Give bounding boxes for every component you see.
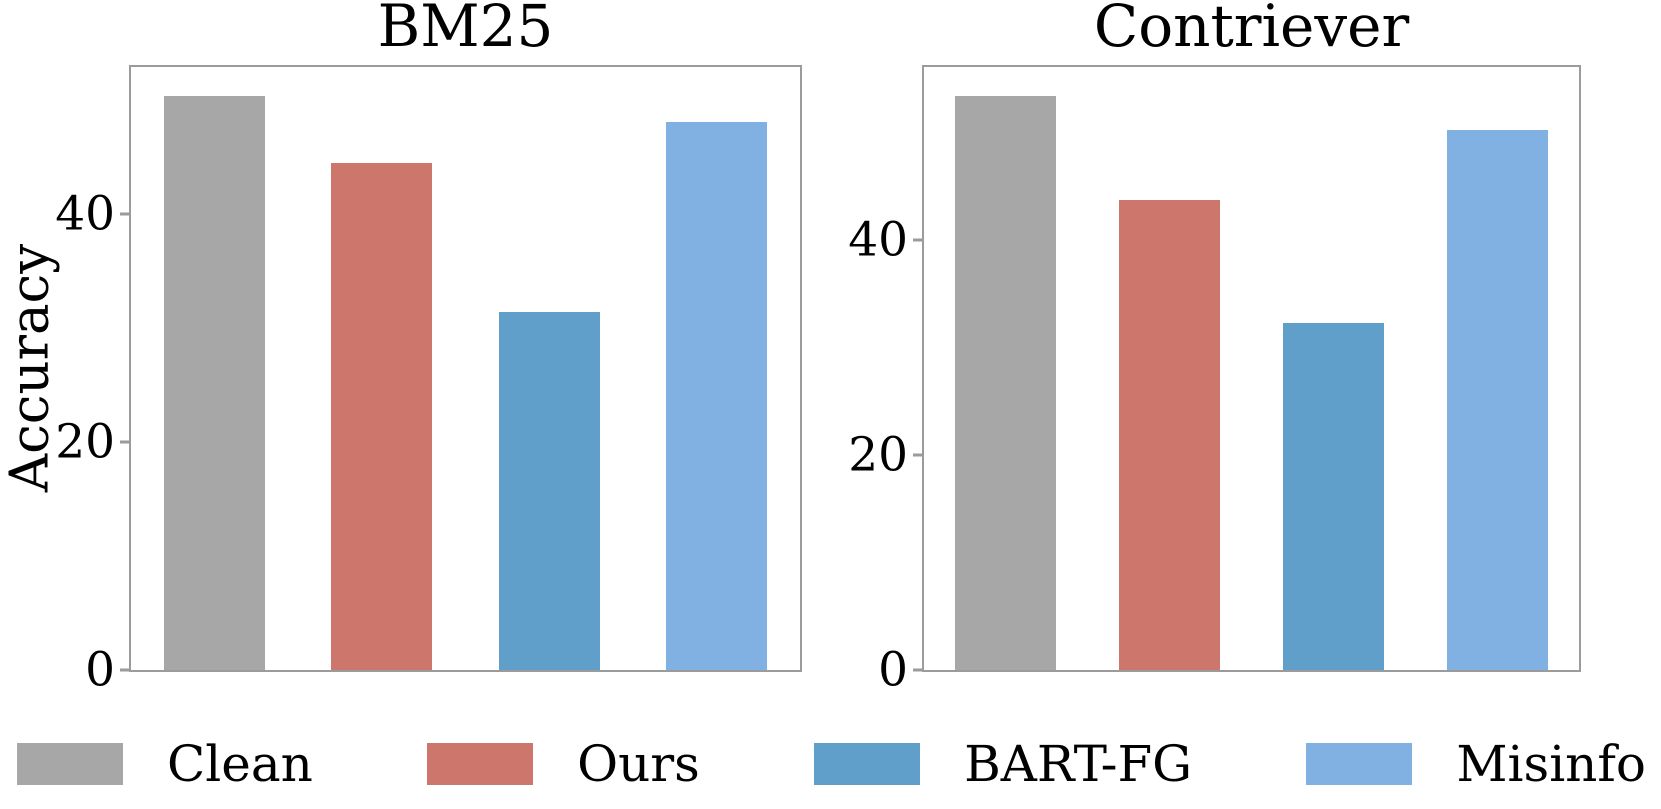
y-tick-label: 0 bbox=[878, 642, 908, 698]
plot-title-contriever: Contriever bbox=[1093, 0, 1410, 60]
legend-item-ours: Ours bbox=[427, 739, 700, 789]
y-tick bbox=[120, 440, 129, 444]
legend-label: BART-FG bbox=[964, 734, 1193, 793]
plot-contriever: Contriever 0 20 40 bbox=[848, 0, 1581, 694]
bar-bart-fg bbox=[1282, 322, 1384, 670]
y-tick-label: 0 bbox=[85, 642, 115, 698]
y-tick bbox=[913, 238, 922, 242]
bar-misinfo bbox=[665, 121, 767, 670]
bar-misinfo bbox=[1446, 130, 1548, 670]
legend-swatch bbox=[1306, 742, 1413, 785]
y-tick-label: 20 bbox=[55, 414, 115, 470]
legend-label: Misinfo bbox=[1456, 734, 1646, 793]
bar-ours bbox=[331, 162, 433, 670]
bar-clean bbox=[164, 95, 266, 670]
legend-swatch bbox=[427, 742, 534, 785]
legend-item-clean: Clean bbox=[17, 739, 313, 789]
y-tick-label: 40 bbox=[848, 212, 908, 268]
legend-label: Ours bbox=[577, 734, 700, 793]
legend: Clean Ours BART-FG Misinfo bbox=[17, 739, 1646, 789]
y-tick bbox=[120, 668, 129, 672]
legend-item-misinfo: Misinfo bbox=[1306, 739, 1646, 789]
legend-swatch bbox=[814, 742, 921, 785]
bar-clean bbox=[955, 96, 1057, 670]
legend-label: Clean bbox=[167, 734, 313, 793]
y-tick bbox=[120, 212, 129, 216]
legend-swatch bbox=[17, 742, 123, 785]
plot-title-bm25: BM25 bbox=[377, 0, 554, 60]
y-tick bbox=[913, 668, 922, 672]
y-tick bbox=[913, 453, 922, 457]
y-tick-label: 20 bbox=[848, 427, 908, 483]
bar-ours bbox=[1119, 200, 1221, 670]
legend-item-bart-fg: BART-FG bbox=[814, 739, 1192, 789]
bar-bart-fg bbox=[498, 312, 600, 670]
plot-bm25: BM25 0 20 40 bbox=[55, 0, 802, 694]
y-tick-label: 40 bbox=[55, 186, 115, 242]
